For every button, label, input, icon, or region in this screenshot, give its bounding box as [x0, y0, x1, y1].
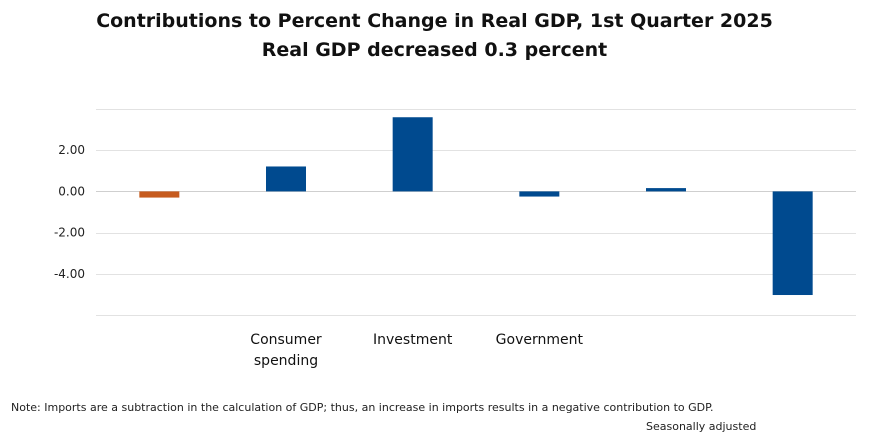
- bar: [772, 191, 813, 296]
- footnote: Note: Imports are a subtraction in the c…: [11, 401, 714, 414]
- chart-subtitle: Real GDP decreased 0.3 percent: [261, 39, 608, 61]
- y-tick-label: -4.00: [54, 267, 85, 281]
- bar: [646, 188, 686, 192]
- bar: [392, 117, 433, 192]
- source-note: Seasonally adjusted: [646, 420, 757, 433]
- y-tick-label: -2.00: [54, 226, 85, 240]
- x-axis: Consumer spending Investment Government: [250, 332, 583, 369]
- bar: [139, 191, 180, 198]
- bar: [519, 191, 560, 197]
- category-label: Consumer spending: [250, 332, 322, 369]
- chart-title: Contributions to Percent Change in Real …: [96, 10, 773, 32]
- y-tick-label: 0.00: [58, 184, 85, 198]
- y-axis: 2.00 0.00 -2.00 -4.00: [54, 143, 85, 281]
- gridlines: [96, 109, 856, 316]
- category-label: Government: [496, 332, 584, 348]
- bar: [266, 166, 306, 192]
- y-tick-label: 2.00: [58, 143, 85, 157]
- bars: [139, 117, 813, 296]
- category-label: Investment: [373, 332, 453, 348]
